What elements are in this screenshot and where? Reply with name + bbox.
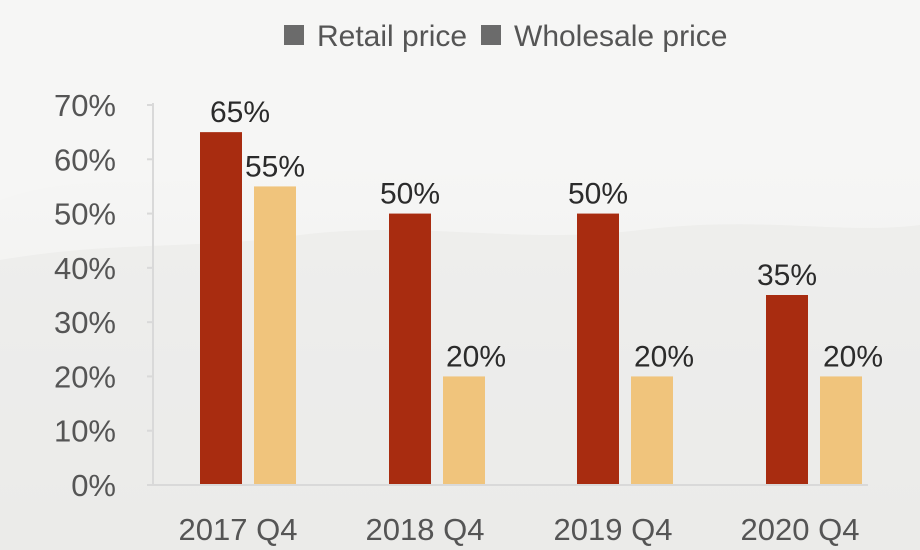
- y-tick-label: 60%: [54, 142, 116, 177]
- legend: Retail price Wholesale price: [284, 20, 727, 53]
- bar-wholesale-2: [631, 376, 673, 485]
- legend-marker: [481, 25, 501, 45]
- data-label: 50%: [380, 178, 440, 211]
- y-tick-label: 40%: [54, 251, 116, 286]
- data-label: 20%: [446, 340, 506, 373]
- x-tick-label: 2018 Q4: [366, 512, 485, 547]
- data-label: 55%: [245, 150, 305, 183]
- data-label: 50%: [568, 178, 628, 211]
- legend-marker: [284, 25, 304, 45]
- bar-retail-3: [766, 295, 808, 485]
- y-tick-label: 10%: [54, 414, 116, 449]
- legend-label: Retail price: [317, 20, 467, 53]
- legend-label: Wholesale price: [514, 20, 727, 53]
- x-tick-label: 2019 Q4: [554, 512, 673, 547]
- y-tick-label: 50%: [54, 197, 116, 232]
- data-label: 65%: [210, 96, 270, 129]
- data-label: 20%: [634, 340, 694, 373]
- x-axis: 2017 Q4 2018 Q4 2019 Q4 2020 Q4: [153, 484, 868, 547]
- bar-wholesale-0: [254, 186, 296, 485]
- data-label: 20%: [823, 340, 883, 373]
- data-label: 35%: [757, 259, 817, 292]
- y-tick-label: 70%: [54, 88, 116, 123]
- bar-retail-1: [389, 213, 431, 486]
- bar-wholesale-3: [820, 376, 862, 485]
- x-tick-label: 2017 Q4: [179, 512, 298, 547]
- bar-wholesale-1: [443, 376, 485, 485]
- bars: 65% 50% 50% 35% 55% 20% 20% 20%: [200, 96, 883, 486]
- y-tick-label: 30%: [54, 305, 116, 340]
- y-tick-label: 0%: [71, 468, 116, 503]
- y-tick-label: 20%: [54, 359, 116, 394]
- x-tick-label: 2020 Q4: [741, 512, 860, 547]
- y-axis: 0% 10% 20% 30% 40% 50% 60% 70%: [54, 88, 154, 503]
- bar-retail-0: [200, 132, 242, 485]
- bar-retail-2: [577, 213, 619, 486]
